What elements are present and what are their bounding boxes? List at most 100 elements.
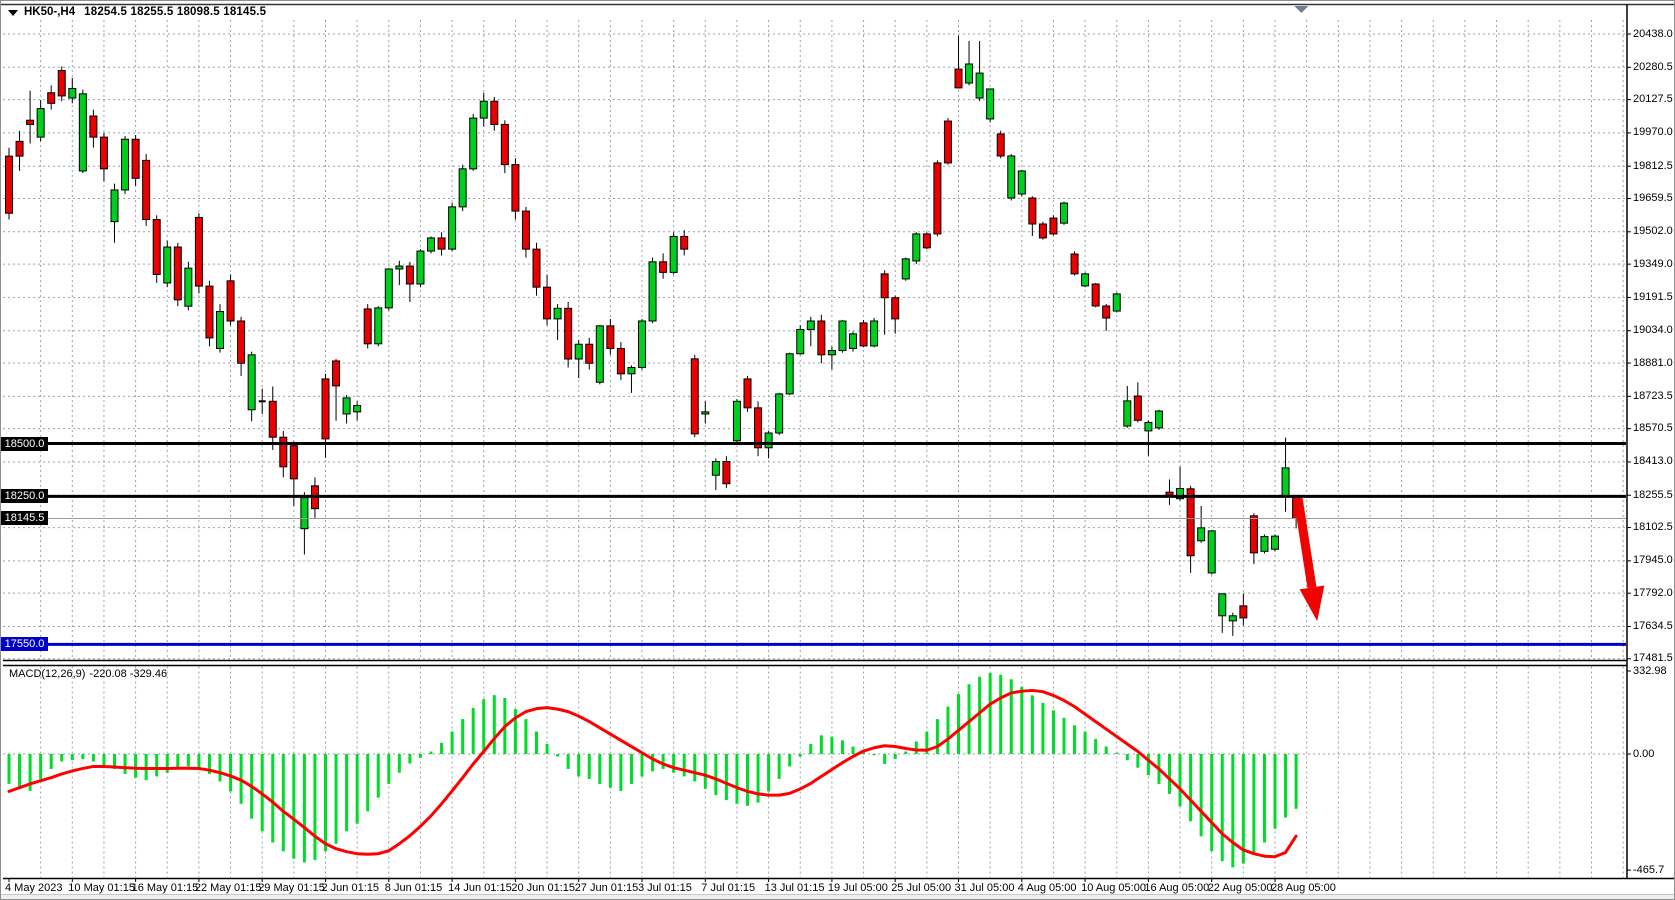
bull-candle <box>838 320 847 352</box>
bull-candle <box>216 310 224 349</box>
bear-candle <box>332 360 341 387</box>
bull-candle <box>827 350 836 356</box>
bull-candle <box>574 343 583 360</box>
bull-candle <box>785 353 794 395</box>
bear-candle <box>680 235 689 250</box>
bull-candle <box>806 320 815 330</box>
down-arrow[interactable] <box>1299 585 1325 622</box>
bull-candle <box>1112 293 1121 312</box>
bear-candle <box>690 358 699 435</box>
bull-candle <box>1081 273 1090 287</box>
bear-candle <box>500 123 509 166</box>
bear-candle <box>1038 223 1047 239</box>
bull-candle <box>110 189 119 223</box>
bull-candle <box>1260 536 1269 552</box>
bear-candle <box>15 140 24 157</box>
bear-candle <box>437 237 446 250</box>
bull-candle <box>1228 615 1237 622</box>
bull-candle <box>711 461 720 476</box>
bear-candle <box>943 120 952 164</box>
bear-candle <box>743 378 752 409</box>
bull-candle <box>300 497 309 530</box>
bull-candle <box>849 333 857 349</box>
bear-candle <box>57 70 66 97</box>
bear-candle <box>173 246 182 301</box>
bear-candle <box>996 133 1005 157</box>
bull-candle <box>1207 530 1216 574</box>
bear-candle <box>1028 197 1037 225</box>
bull-candle <box>1271 535 1279 550</box>
bull-candle <box>342 397 351 415</box>
bull-candle <box>912 233 921 262</box>
bull-candle <box>68 88 77 99</box>
bull-candle <box>247 354 256 411</box>
bear-candle <box>405 265 414 285</box>
bull-candle <box>553 307 562 320</box>
bear-candle <box>616 347 625 375</box>
arrow-shaft[interactable] <box>1293 497 1317 589</box>
bear-candle <box>321 378 330 440</box>
bull-candle <box>353 405 362 413</box>
bear-candle <box>754 407 763 449</box>
bear-candle <box>511 164 520 212</box>
bear-candle <box>1133 395 1142 421</box>
bear-candle <box>606 325 615 349</box>
bull-candle <box>669 235 678 273</box>
bull-candle <box>1154 410 1163 429</box>
bull-candle <box>775 393 784 434</box>
bear-candle <box>817 320 826 356</box>
bear-candle <box>564 307 573 360</box>
bull-candle <box>458 168 467 208</box>
bull-candle <box>1176 488 1185 500</box>
bull-candle <box>448 206 457 250</box>
bear-candle <box>585 343 594 364</box>
bull-candle <box>1017 170 1026 195</box>
bear-candle <box>933 162 942 235</box>
bull-candle <box>395 265 404 270</box>
bear-candle <box>152 219 161 275</box>
bear-candle <box>205 285 214 339</box>
bear-candle <box>954 68 963 89</box>
bull-candle <box>986 88 995 120</box>
symbol-dropdown-icon[interactable] <box>7 7 19 17</box>
bear-candle <box>237 320 246 364</box>
bear-candle <box>490 100 499 125</box>
bear-candle <box>891 297 900 320</box>
bull-candle <box>1060 202 1068 224</box>
bear-candle <box>1049 217 1058 235</box>
bull-candle <box>965 63 974 84</box>
bull-candle <box>427 237 435 252</box>
bull-candle <box>479 100 488 119</box>
symbol-period-label: HK50-,H4 <box>24 6 76 18</box>
macd-name: MACD(12,26,9) <box>9 668 86 680</box>
bull-candle <box>1281 467 1290 497</box>
bull-candle <box>638 320 646 368</box>
macd-values: -220.08 -329.46 <box>89 668 168 680</box>
bear-candle <box>922 233 931 249</box>
bear-candle <box>1165 491 1174 496</box>
bear-candle <box>226 280 235 322</box>
bull-candle <box>416 250 425 285</box>
chart-shift-icon[interactable] <box>1294 6 1309 13</box>
bear-candle <box>26 119 35 125</box>
bull-candle <box>701 411 710 415</box>
bull-candle <box>1197 527 1206 542</box>
bear-candle <box>268 400 277 438</box>
bull-candle <box>975 72 984 99</box>
bear-candle <box>543 286 552 320</box>
bull-candle <box>384 268 393 309</box>
bull-candle <box>36 108 45 138</box>
bull-candle <box>184 267 193 307</box>
bear-candle <box>142 159 151 221</box>
window-bottom-edge <box>1 894 1674 899</box>
bear-candle <box>1249 515 1258 554</box>
bear-candle <box>1239 605 1248 619</box>
macd-signal-line <box>7 688 1298 859</box>
bear-candle <box>131 138 140 179</box>
bear-candle <box>880 273 889 299</box>
bull-candle <box>648 261 657 322</box>
bull-candle <box>732 400 741 442</box>
bear-candle <box>279 436 288 468</box>
